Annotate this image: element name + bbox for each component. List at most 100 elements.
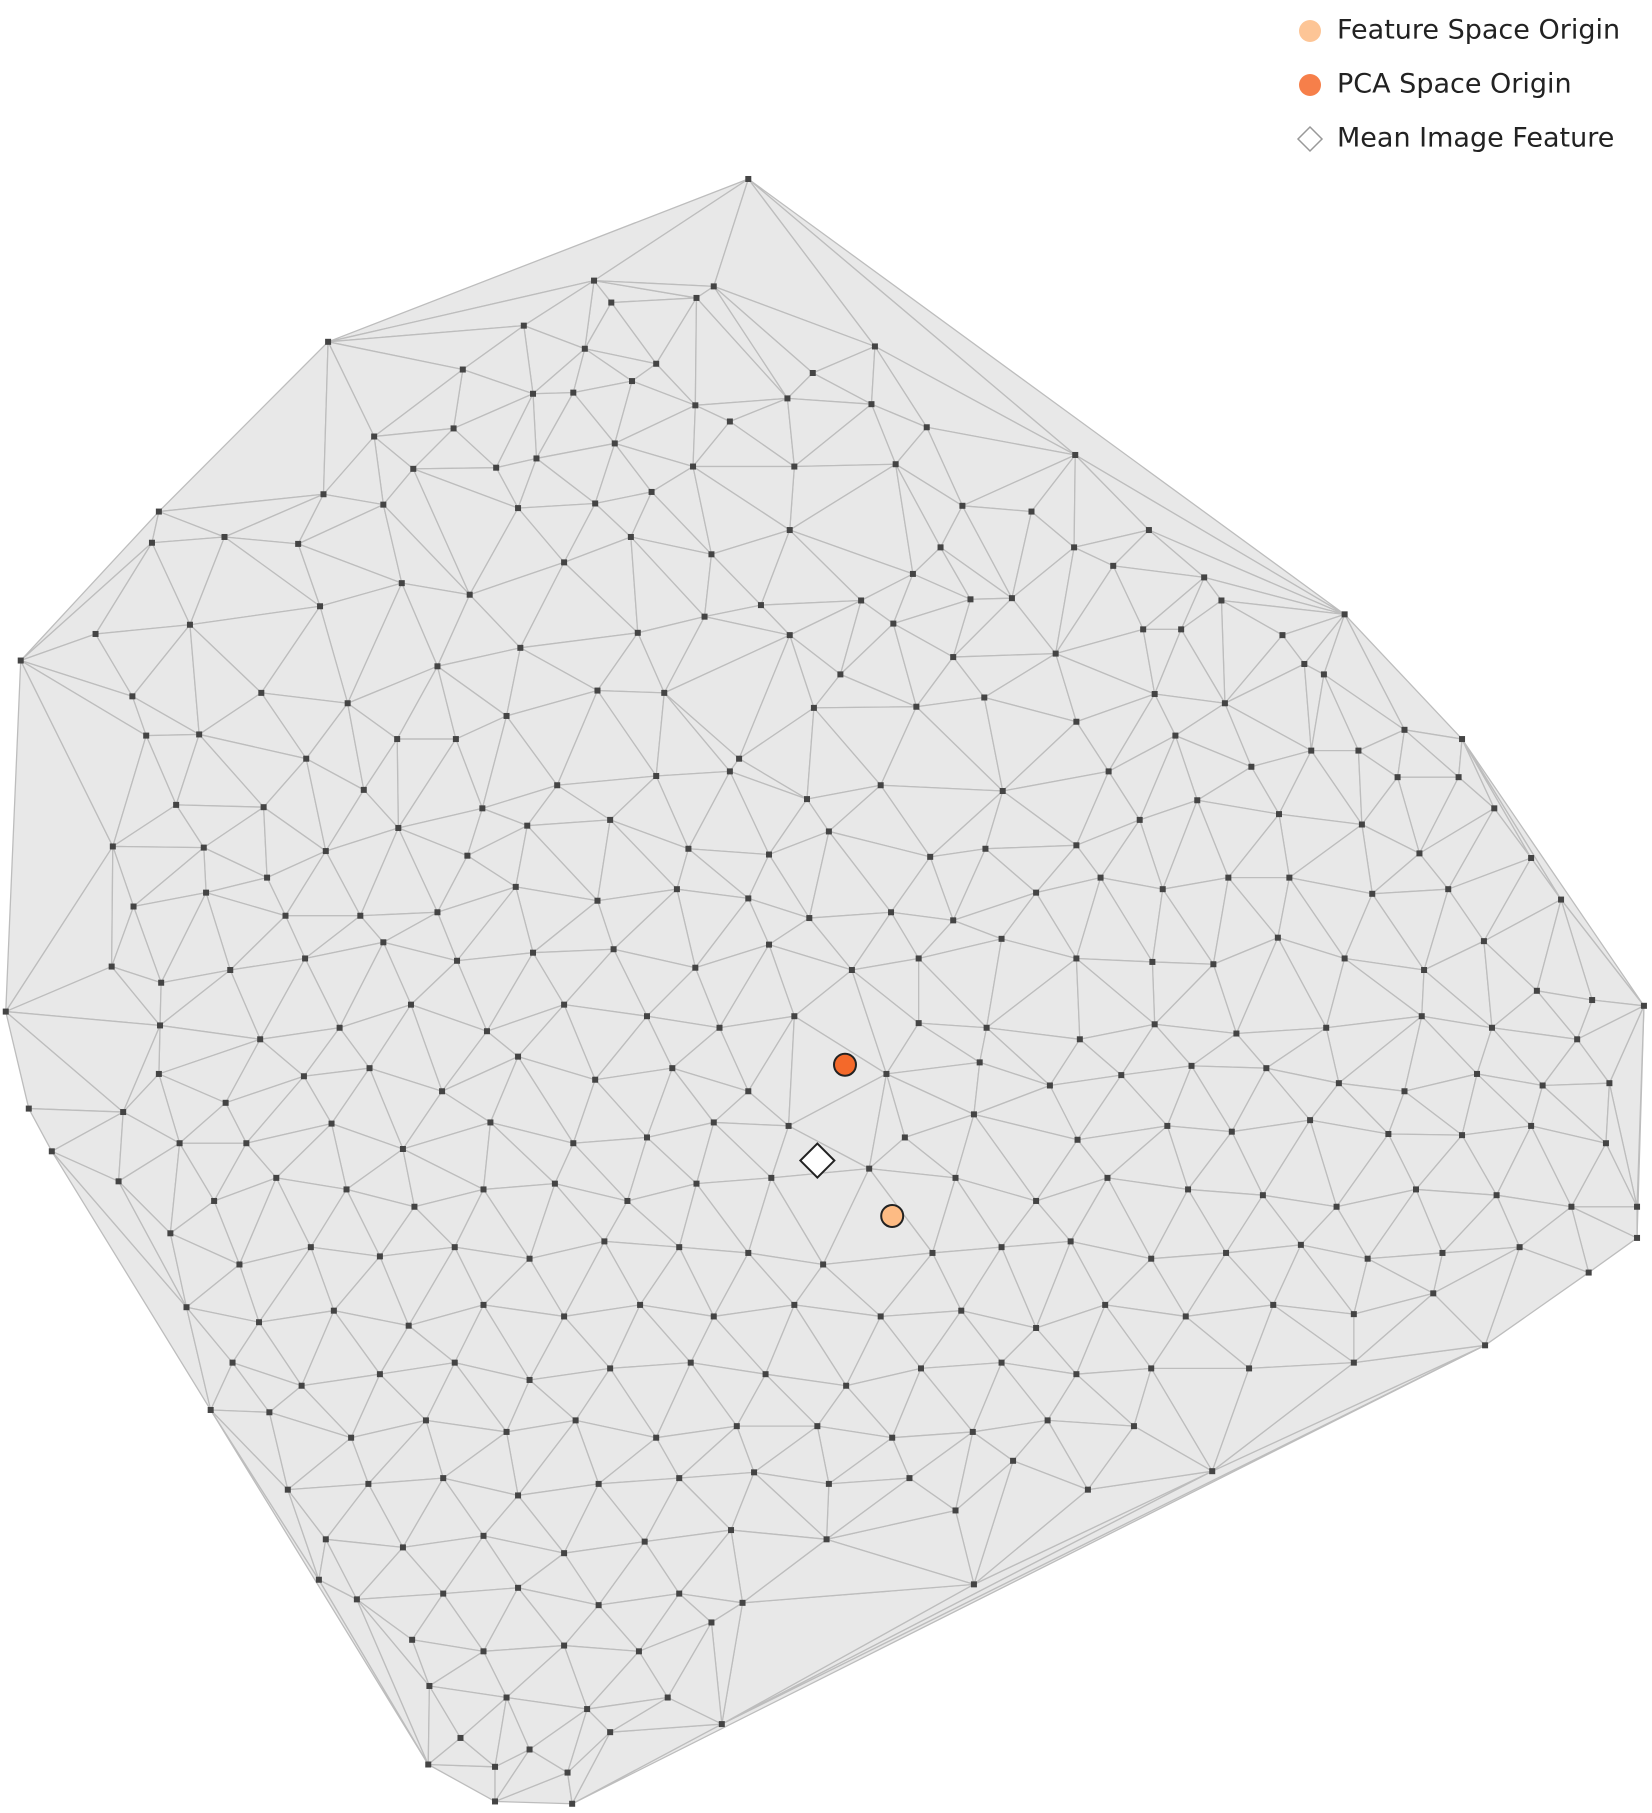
point bbox=[530, 390, 537, 397]
marker bbox=[832, 1052, 857, 1077]
point bbox=[380, 501, 387, 508]
point bbox=[1233, 1030, 1240, 1037]
point bbox=[353, 1596, 360, 1603]
point bbox=[858, 597, 865, 604]
point bbox=[692, 402, 699, 409]
legend: Feature Space Origin PCA Space Origin Mean… bbox=[1296, 15, 1620, 154]
point bbox=[492, 1763, 499, 1770]
point bbox=[595, 1602, 602, 1609]
point bbox=[1459, 736, 1466, 743]
point bbox=[653, 360, 660, 367]
point bbox=[1634, 1234, 1641, 1241]
point bbox=[745, 895, 752, 902]
point bbox=[1073, 842, 1080, 849]
point bbox=[998, 1359, 1005, 1366]
point bbox=[1430, 1290, 1437, 1297]
point bbox=[1104, 1174, 1111, 1181]
point bbox=[1350, 1359, 1357, 1366]
point bbox=[457, 1734, 464, 1741]
point bbox=[315, 1576, 322, 1583]
point bbox=[1480, 938, 1487, 945]
point bbox=[526, 1255, 533, 1262]
legend-label: Mean Image Feature bbox=[1337, 123, 1614, 154]
point bbox=[1076, 1036, 1083, 1043]
point bbox=[1151, 1021, 1158, 1028]
point bbox=[260, 804, 267, 811]
point bbox=[594, 687, 601, 694]
point bbox=[1010, 1457, 1017, 1464]
point bbox=[257, 1036, 264, 1043]
point bbox=[109, 843, 116, 850]
point bbox=[1140, 626, 1147, 633]
point bbox=[888, 909, 895, 916]
point bbox=[601, 1238, 608, 1245]
point bbox=[1270, 1301, 1277, 1308]
point bbox=[825, 828, 832, 835]
point bbox=[967, 596, 974, 603]
mesh-triangle bbox=[1211, 1361, 1355, 1472]
point bbox=[1159, 886, 1166, 893]
point bbox=[766, 851, 773, 858]
point bbox=[1274, 934, 1281, 941]
point bbox=[302, 955, 309, 962]
point bbox=[892, 461, 899, 468]
point bbox=[200, 844, 207, 851]
points bbox=[2, 175, 1647, 1807]
point bbox=[820, 1261, 827, 1268]
point bbox=[371, 433, 378, 440]
point bbox=[1516, 1244, 1523, 1251]
point bbox=[708, 551, 715, 558]
point bbox=[398, 580, 405, 587]
point bbox=[450, 425, 457, 432]
point bbox=[592, 1076, 599, 1083]
mesh-triangle bbox=[721, 1583, 975, 1725]
point bbox=[673, 886, 680, 893]
legend-label: PCA Space Origin bbox=[1337, 69, 1572, 100]
point bbox=[243, 1140, 250, 1147]
point bbox=[211, 1197, 218, 1204]
point bbox=[877, 782, 884, 789]
point bbox=[768, 1174, 775, 1181]
point bbox=[227, 967, 234, 974]
point bbox=[357, 912, 364, 919]
point bbox=[814, 1423, 821, 1430]
point bbox=[1178, 626, 1185, 633]
point bbox=[641, 1538, 648, 1545]
point bbox=[512, 883, 519, 890]
point bbox=[493, 464, 500, 471]
point bbox=[320, 491, 327, 498]
mesh-triangle bbox=[158, 341, 329, 513]
point bbox=[739, 1599, 746, 1606]
mesh bbox=[5, 178, 1645, 1805]
point bbox=[328, 1120, 335, 1127]
point bbox=[464, 852, 471, 859]
point bbox=[1488, 1024, 1495, 1031]
point bbox=[825, 1480, 832, 1487]
point bbox=[561, 1001, 568, 1008]
point bbox=[451, 1244, 458, 1251]
point bbox=[1455, 774, 1462, 781]
point bbox=[1074, 1136, 1081, 1143]
point bbox=[877, 1313, 884, 1320]
point bbox=[466, 591, 473, 598]
point bbox=[1482, 1342, 1489, 1349]
point bbox=[1084, 1486, 1091, 1493]
point bbox=[1493, 1192, 1500, 1199]
point bbox=[710, 1313, 717, 1320]
point bbox=[1602, 1140, 1609, 1147]
point bbox=[300, 1073, 307, 1080]
point bbox=[1201, 574, 1208, 581]
point bbox=[1136, 816, 1143, 823]
point bbox=[561, 1642, 568, 1649]
point bbox=[676, 1475, 683, 1482]
point bbox=[1416, 850, 1423, 857]
point bbox=[1046, 1082, 1053, 1089]
point bbox=[108, 963, 115, 970]
point bbox=[515, 1053, 522, 1060]
point bbox=[762, 1371, 769, 1378]
point bbox=[307, 1244, 314, 1251]
point bbox=[1033, 889, 1040, 896]
point bbox=[196, 731, 203, 738]
point bbox=[394, 736, 401, 743]
point bbox=[970, 1111, 977, 1118]
